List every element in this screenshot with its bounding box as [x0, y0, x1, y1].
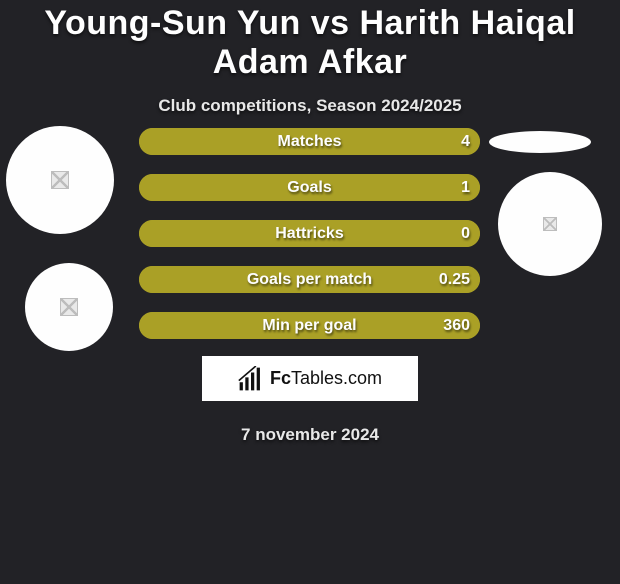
image-placeholder-icon: [51, 171, 69, 189]
stat-row: Min per goal360: [139, 312, 480, 339]
stat-value-left: 1: [461, 174, 470, 201]
image-placeholder-icon: [543, 217, 557, 231]
player2-avatar: [489, 131, 591, 153]
stat-row: Goals1: [139, 174, 480, 201]
stat-label: Min per goal: [139, 312, 480, 339]
stat-row: Matches4: [139, 128, 480, 155]
badge-text-suffix: Tables.com: [291, 368, 382, 388]
player1-avatar: [6, 126, 114, 234]
fctables-badge: FcTables.com: [202, 356, 418, 401]
stat-value-left: 0: [461, 220, 470, 247]
stat-value-left: 360: [443, 312, 470, 339]
fctables-logo-icon: [238, 366, 264, 392]
player2-club-logo: [498, 172, 602, 276]
stat-row: Hattricks0: [139, 220, 480, 247]
stats-panel: Matches4Goals1Hattricks0Goals per match0…: [139, 128, 480, 358]
page-subtitle: Club competitions, Season 2024/2025: [0, 96, 620, 116]
page-title: Young-Sun Yun vs Harith Haiqal Adam Afka…: [0, 4, 620, 82]
stat-value-left: 4: [461, 128, 470, 155]
stat-row: Goals per match0.25: [139, 266, 480, 293]
image-placeholder-icon: [60, 298, 78, 316]
badge-text-prefix: Fc: [270, 368, 291, 388]
page-date: 7 november 2024: [0, 425, 620, 445]
fctables-badge-text: FcTables.com: [270, 368, 382, 389]
stat-label: Matches: [139, 128, 480, 155]
stat-label: Goals: [139, 174, 480, 201]
stat-value-left: 0.25: [439, 266, 470, 293]
stat-label: Hattricks: [139, 220, 480, 247]
player1-club-logo: [25, 263, 113, 351]
stat-label: Goals per match: [139, 266, 480, 293]
